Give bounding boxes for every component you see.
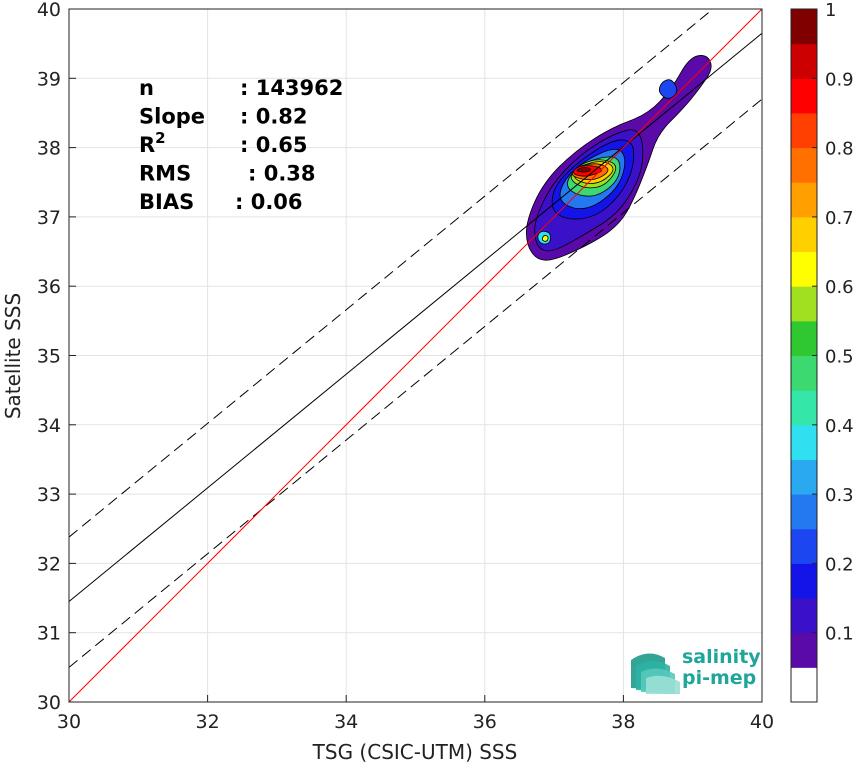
stat-label: n: [139, 76, 154, 100]
colorbar-tick-label: 0.6: [825, 277, 854, 298]
y-tick-label: 36: [37, 276, 61, 298]
x-axis-ticks: 30 32 34 36 38 40: [57, 695, 774, 733]
y-tick-label: 30: [37, 692, 61, 714]
x-tick-label: 40: [750, 711, 774, 733]
logo-line1: salinity: [682, 646, 761, 668]
y-tick-label: 38: [37, 138, 61, 160]
colorbar-segment: [791, 182, 817, 218]
colorbar-segment: [791, 355, 817, 391]
stat-label: R2: [139, 129, 166, 157]
regression-line: [69, 32, 762, 602]
colorbar-segment: [791, 78, 817, 114]
x-tick-label: 30: [57, 711, 81, 733]
colorbar-segment: [791, 320, 817, 356]
logo-waves-icon: [631, 653, 680, 694]
stat-label: RMS: [139, 162, 191, 186]
salinity-pi-mep-logo: salinity pi-mep: [631, 646, 761, 694]
one-to-one-line: [69, 9, 762, 702]
y-axis-ticks: 30 31 32 33 34 35 36 37 38 39 40: [37, 0, 76, 714]
colorbar-segment: [791, 459, 817, 495]
colorbar-segment: [791, 9, 817, 45]
colorbar-tick-label: 0.1: [825, 624, 854, 645]
colorbar: 0.1 0.2 0.3 0.4 0.5 0.6 0.7 0.8 0.9 1: [790, 0, 854, 703]
x-axis-label: TSG (CSIC-UTM) SSS: [312, 740, 518, 764]
y-tick-label: 40: [37, 0, 61, 21]
colorbar-segment: [791, 424, 817, 460]
colorbar-segment: [791, 147, 817, 183]
colorbar-tick-label: 0.8: [825, 139, 854, 160]
colorbar-segment: [791, 598, 817, 634]
x-tick-label: 32: [196, 711, 220, 733]
reference-lines: [69, 9, 762, 702]
stat-label: Slope: [139, 105, 205, 129]
y-tick-label: 31: [37, 623, 61, 645]
colorbar-tick-label: 1: [825, 0, 836, 21]
colorbar-segment: [791, 563, 817, 599]
stat-value: : 143962: [240, 76, 343, 100]
density-contour: [658, 79, 678, 99]
colorbar-segment: [791, 528, 817, 564]
stat-value: : 0.65: [240, 133, 308, 157]
y-tick-label: 37: [37, 207, 61, 229]
logo-line2: pi-mep: [682, 667, 756, 689]
upper-bound-line: [69, 9, 714, 538]
colorbar-tick-label: 0.5: [825, 347, 854, 368]
y-axis-label: Satellite SSS: [1, 293, 25, 419]
colorbar-segment: [791, 390, 817, 426]
colorbar-segment: [791, 667, 817, 703]
colorbar-segment: [791, 216, 817, 253]
colorbar-tick-label: 0.3: [825, 485, 854, 506]
y-tick-label: 35: [37, 346, 61, 368]
density-contour: [576, 167, 591, 173]
colorbar-segment: [791, 494, 817, 530]
stat-label: BIAS: [139, 190, 194, 214]
y-tick-label: 34: [37, 415, 61, 437]
colorbar-segment: [791, 251, 817, 287]
lower-bound-line: [69, 98, 762, 668]
x-tick-label: 36: [473, 711, 497, 733]
stat-value: : 0.82: [240, 105, 308, 129]
colorbar-segment: [791, 286, 817, 322]
x-tick-label: 34: [334, 711, 358, 733]
y-tick-label: 32: [37, 553, 61, 575]
y-tick-label: 39: [37, 68, 61, 90]
stats-box: n : 143962 Slope : 0.82 R2 : 0.65 RMS : 0.38 BIA…: [139, 76, 343, 214]
density-contour: [541, 235, 549, 242]
stat-value: : 0.38: [248, 162, 316, 186]
density-contours: [525, 55, 712, 261]
colorbar-tick-label: 0.9: [825, 69, 854, 90]
colorbar-tick-label: 0.7: [825, 208, 854, 229]
colorbar-tick-label: 0.4: [825, 416, 854, 437]
x-tick-label: 38: [611, 711, 635, 733]
y-tick-label: 33: [37, 484, 61, 506]
stat-value: : 0.06: [235, 190, 303, 214]
colorbar-tick-label: 0.2: [825, 554, 854, 575]
colorbar-segment: [791, 43, 817, 79]
colorbar-segment: [791, 632, 817, 668]
colorbar-segment: [791, 112, 817, 149]
